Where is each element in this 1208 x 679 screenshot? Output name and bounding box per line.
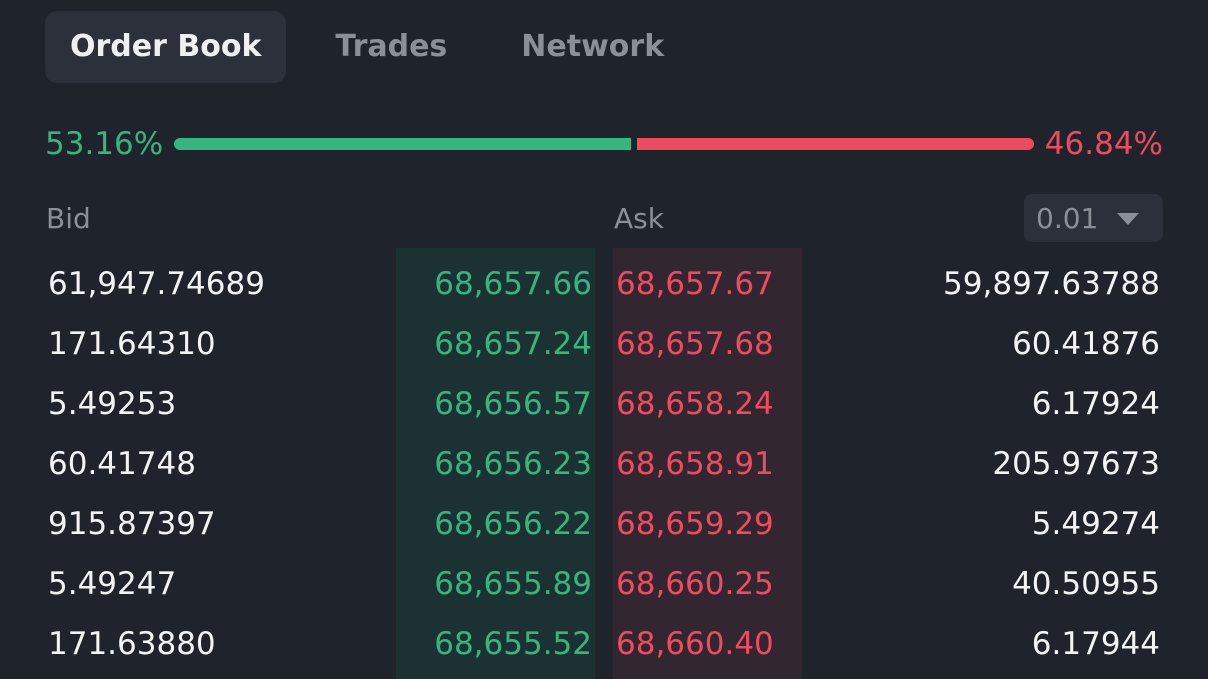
bid-column-header: Bid	[46, 202, 91, 235]
ratio-bar	[174, 138, 1034, 150]
ask-column-header: Ask	[614, 202, 664, 235]
ask-size: 6.17924	[1031, 386, 1160, 422]
bid-size: 5.49247	[48, 566, 177, 602]
bid-size: 915.87397	[48, 506, 216, 542]
bid-size: 171.64310	[48, 326, 216, 362]
order-book-row[interactable]: 171.64310 68,657.24 68,657.68 60.41876	[0, 314, 1208, 374]
ask-price: 68,660.25	[616, 566, 774, 602]
order-book-row[interactable]: 5.49247 68,655.89 68,660.25 40.50955	[0, 554, 1208, 614]
ask-price: 68,658.91	[616, 446, 774, 482]
chevron-down-icon	[1117, 213, 1139, 225]
bid-size: 61,947.74689	[48, 266, 265, 302]
ask-size: 6.17944	[1031, 626, 1160, 662]
ask-size: 205.97673	[992, 446, 1160, 482]
bid-price: 68,657.24	[434, 326, 592, 362]
ask-size: 60.41876	[1012, 326, 1160, 362]
ask-price: 68,657.67	[616, 266, 774, 302]
order-book-row[interactable]: 60.41748 68,656.23 68,658.91 205.97673	[0, 434, 1208, 494]
bid-size: 171.63880	[48, 626, 216, 662]
buy-sell-ratio: 53.16% 46.84%	[45, 120, 1163, 168]
ratio-bar-sell-fill	[637, 138, 1034, 150]
tab-trades[interactable]: Trades	[335, 29, 448, 64]
bid-size: 60.41748	[48, 446, 196, 482]
ask-depth-highlight	[613, 248, 802, 679]
ask-size: 40.50955	[1012, 566, 1160, 602]
bid-price: 68,657.66	[434, 266, 592, 302]
bid-size: 5.49253	[48, 386, 177, 422]
order-book-rows: 61,947.74689 68,657.66 68,657.67 59,897.…	[0, 254, 1208, 674]
tab-order-book[interactable]: Order Book	[45, 11, 287, 83]
ask-price: 68,660.40	[616, 626, 774, 662]
sell-percentage: 46.84%	[1044, 126, 1163, 162]
ask-price: 68,657.68	[616, 326, 774, 362]
order-book-row[interactable]: 5.49253 68,656.57 68,658.24 6.17924	[0, 374, 1208, 434]
order-book-row[interactable]: 61,947.74689 68,657.66 68,657.67 59,897.…	[0, 254, 1208, 314]
bid-price: 68,655.52	[434, 626, 592, 662]
precision-dropdown[interactable]: 0.01	[1024, 194, 1163, 242]
ask-size: 5.49274	[1031, 506, 1160, 542]
bid-depth-highlight	[396, 248, 595, 679]
ask-size: 59,897.63788	[943, 266, 1160, 302]
tab-network[interactable]: Network	[521, 29, 665, 64]
bid-price: 68,656.23	[434, 446, 592, 482]
ask-price: 68,659.29	[616, 506, 774, 542]
buy-percentage: 53.16%	[45, 126, 164, 162]
tab-bar: Order Book Trades Network	[45, 11, 713, 83]
bid-price: 68,656.57	[434, 386, 592, 422]
ask-price: 68,658.24	[616, 386, 774, 422]
order-book-row[interactable]: 915.87397 68,656.22 68,659.29 5.49274	[0, 494, 1208, 554]
precision-value: 0.01	[1036, 201, 1099, 235]
order-book-row[interactable]: 171.63880 68,655.52 68,660.40 6.17944	[0, 614, 1208, 674]
bid-price: 68,656.22	[434, 506, 592, 542]
bid-price: 68,655.89	[434, 566, 592, 602]
ratio-bar-buy-fill	[174, 138, 632, 150]
